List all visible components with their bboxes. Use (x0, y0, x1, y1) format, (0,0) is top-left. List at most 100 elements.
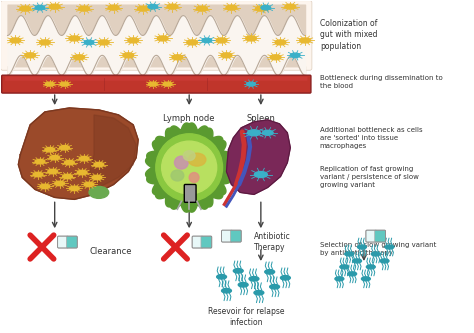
Ellipse shape (238, 282, 248, 287)
FancyBboxPatch shape (201, 236, 212, 248)
Ellipse shape (188, 153, 206, 166)
Ellipse shape (50, 156, 60, 160)
Text: Spleen: Spleen (246, 114, 275, 123)
Ellipse shape (221, 53, 232, 58)
Ellipse shape (10, 38, 21, 43)
FancyBboxPatch shape (192, 236, 203, 248)
Ellipse shape (366, 265, 375, 269)
Ellipse shape (33, 172, 43, 177)
FancyBboxPatch shape (58, 236, 68, 248)
FancyBboxPatch shape (375, 230, 385, 242)
Ellipse shape (300, 38, 310, 43)
Text: Clearance: Clearance (89, 246, 132, 255)
Ellipse shape (77, 170, 87, 175)
Ellipse shape (255, 171, 267, 177)
Ellipse shape (197, 6, 207, 11)
Ellipse shape (345, 252, 354, 256)
Ellipse shape (48, 169, 57, 174)
Ellipse shape (270, 284, 280, 289)
Ellipse shape (249, 277, 259, 281)
Ellipse shape (385, 245, 394, 249)
Ellipse shape (162, 141, 217, 194)
Text: Selection of slow growing variant
by antibiotic therapy: Selection of slow growing variant by ant… (320, 242, 436, 256)
Polygon shape (146, 123, 233, 212)
Ellipse shape (221, 288, 231, 293)
Text: Replication of fast growing
variant / persistence of slow
growing variant: Replication of fast growing variant / pe… (320, 166, 419, 188)
Ellipse shape (216, 38, 227, 43)
FancyBboxPatch shape (184, 184, 196, 202)
FancyBboxPatch shape (66, 236, 77, 248)
Ellipse shape (148, 82, 157, 86)
Ellipse shape (255, 6, 266, 11)
Ellipse shape (79, 157, 89, 161)
Ellipse shape (148, 4, 158, 9)
Polygon shape (89, 115, 136, 187)
Ellipse shape (348, 272, 356, 276)
Ellipse shape (335, 277, 344, 281)
FancyBboxPatch shape (5, 77, 308, 81)
Ellipse shape (60, 146, 69, 150)
Ellipse shape (35, 5, 45, 10)
Ellipse shape (156, 134, 223, 201)
FancyBboxPatch shape (230, 230, 241, 242)
Ellipse shape (362, 277, 370, 281)
Ellipse shape (285, 4, 296, 9)
Ellipse shape (163, 82, 172, 86)
Text: Colonization of
gut with mixed
population: Colonization of gut with mixed populatio… (320, 19, 377, 51)
Ellipse shape (340, 265, 349, 269)
Ellipse shape (187, 40, 198, 45)
Polygon shape (227, 120, 290, 194)
Ellipse shape (233, 269, 243, 273)
Text: Bottleneck during dissemination to
the blood: Bottleneck during dissemination to the b… (320, 75, 443, 89)
Ellipse shape (64, 161, 74, 165)
Text: Additional bottleneck as cells
are 'sorted' into tissue
macrophages: Additional bottleneck as cells are 'sort… (320, 127, 422, 149)
Ellipse shape (247, 130, 260, 136)
Text: Lymph node: Lymph node (164, 114, 215, 123)
Ellipse shape (70, 186, 79, 191)
Ellipse shape (353, 259, 362, 263)
Ellipse shape (137, 6, 148, 11)
Ellipse shape (128, 38, 138, 43)
Ellipse shape (174, 156, 188, 169)
FancyBboxPatch shape (2, 75, 311, 93)
Ellipse shape (39, 40, 50, 45)
FancyBboxPatch shape (366, 230, 377, 242)
Ellipse shape (108, 5, 119, 10)
Ellipse shape (63, 174, 73, 179)
FancyBboxPatch shape (221, 230, 232, 242)
Ellipse shape (92, 175, 102, 180)
Ellipse shape (45, 148, 55, 152)
Ellipse shape (172, 55, 183, 60)
Ellipse shape (157, 36, 168, 41)
Ellipse shape (49, 4, 60, 9)
Text: Antibiotic
Therapy: Antibiotic Therapy (254, 232, 291, 252)
Ellipse shape (46, 82, 54, 86)
Ellipse shape (60, 82, 69, 86)
Ellipse shape (270, 55, 281, 60)
Ellipse shape (99, 40, 109, 45)
Ellipse shape (202, 38, 212, 43)
Ellipse shape (40, 184, 50, 189)
Text: Resevoir for relapse
infection: Resevoir for relapse infection (208, 307, 284, 327)
Ellipse shape (265, 270, 274, 274)
Ellipse shape (20, 6, 31, 11)
Ellipse shape (217, 275, 227, 279)
Ellipse shape (254, 290, 264, 295)
Ellipse shape (35, 160, 45, 164)
FancyBboxPatch shape (0, 1, 312, 70)
Polygon shape (18, 108, 138, 199)
Ellipse shape (89, 186, 109, 198)
Ellipse shape (79, 6, 90, 11)
Ellipse shape (371, 252, 380, 256)
Ellipse shape (261, 5, 271, 10)
Ellipse shape (281, 276, 290, 280)
Ellipse shape (357, 245, 366, 249)
Ellipse shape (25, 53, 36, 58)
Ellipse shape (226, 5, 237, 10)
Ellipse shape (167, 4, 178, 9)
Ellipse shape (55, 181, 64, 186)
Ellipse shape (183, 151, 195, 161)
Ellipse shape (189, 172, 199, 182)
Ellipse shape (84, 40, 94, 45)
Ellipse shape (246, 36, 256, 41)
